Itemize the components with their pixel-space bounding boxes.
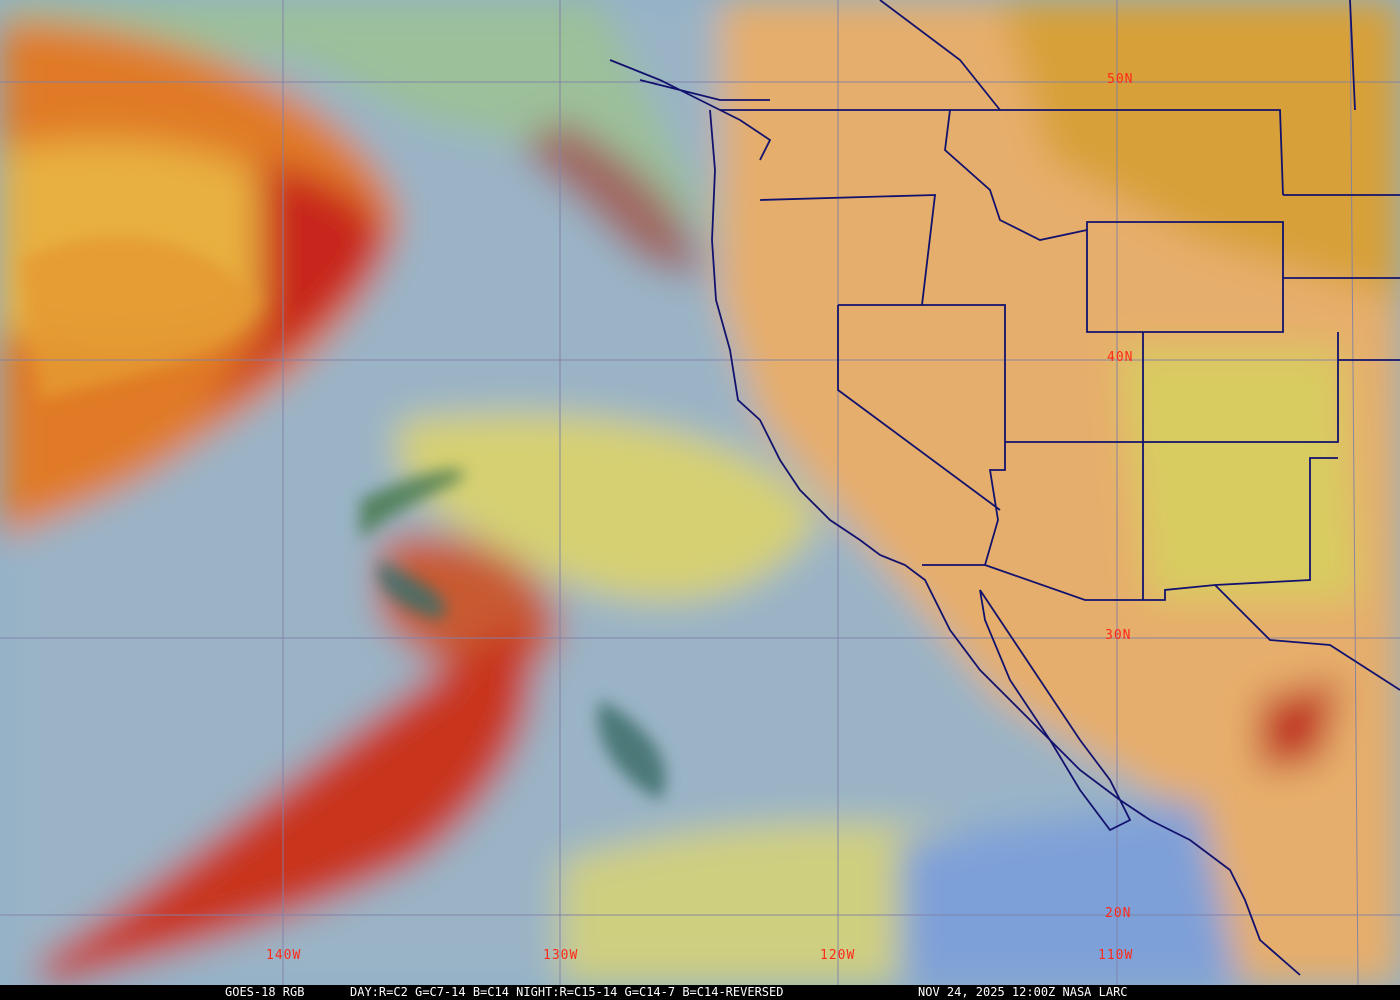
coastline-and-borders bbox=[609, 0, 1400, 976]
longitude-label-130w: 130W bbox=[543, 948, 579, 963]
latitude-label-30n: 30N bbox=[1105, 628, 1132, 643]
longitude-label-110w: 110W bbox=[1098, 948, 1134, 963]
caption-bar: GOES-18 RGB DAY:R=C2 G=C7-14 B=C14 NIGHT… bbox=[0, 985, 1400, 1000]
caption-timestamp: NOV 24, 2025 12:00Z NASA LARC bbox=[918, 985, 1128, 999]
longitude-label-120w: 120W bbox=[820, 948, 856, 963]
latitude-label-50n: 50N bbox=[1107, 72, 1134, 87]
latitude-label-20n: 20N bbox=[1105, 906, 1132, 921]
latitude-label-40n: 40N bbox=[1107, 350, 1134, 365]
cloud-streaks bbox=[20, 236, 666, 800]
caption-satellite: GOES-18 RGB bbox=[225, 985, 305, 999]
caption-recipe: DAY:R=C2 G=C7-14 B=C14 NIGHT:R=C15-14 G=… bbox=[350, 985, 784, 999]
longitude-label-140w: 140W bbox=[266, 948, 302, 963]
